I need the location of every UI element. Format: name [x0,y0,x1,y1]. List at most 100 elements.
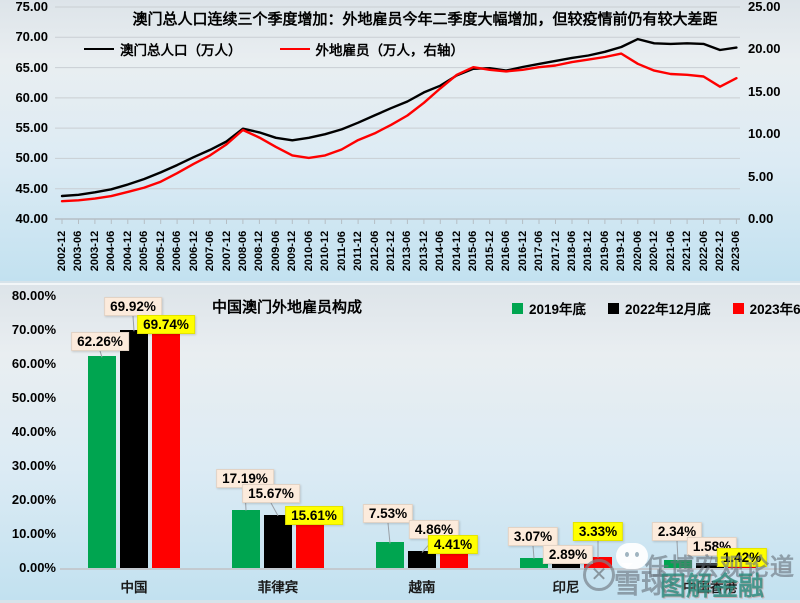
x-axis-tick-label: 2005-12 [154,230,167,272]
x-axis-tick-label: 2004-06 [105,230,118,272]
left-axis-tick-label: 65.00 [15,59,48,75]
left-axis-tick-label: 70.00 [15,29,48,45]
bar-越南-2019年底 [376,542,404,568]
bottom-y-tick-label: 10.00% [11,526,56,541]
x-axis-tick-label: 2018-12 [582,230,595,272]
right-axis-tick-label: 25.00 [748,0,781,14]
top-chart-legend: 澳门总人口（万人） 外地雇员（万人，右轴） [84,39,464,59]
callout-leader [387,522,391,544]
bottom-chart-legend: 2019年底 2022年12月底 2023年6月底 [512,298,800,318]
foreign-employees-line-sample [279,48,310,50]
wechat-icon-eye [635,552,639,557]
legend-item-2023-06: 2023年6月底 [732,298,800,318]
top-chart-panel: 澳门总人口连续三个季度增加：外地雇员今年二季度大幅增加，但较疫情前仍有较大差距 … [0,0,800,281]
population-line-sample [84,48,114,50]
left-axis-tick-label: 75.00 [15,0,48,14]
left-axis-tick-label: 60.00 [15,89,48,105]
population-line [60,37,738,198]
x-axis-tick-label: 2015-06 [467,230,480,272]
x-axis-tick-label: 2009-06 [269,230,282,272]
x-axis-tick-label: 2002-12 [56,230,68,272]
x-axis-tick-label: 2013-06 [401,230,414,272]
bottom-y-tick-label: 20.00% [11,492,56,507]
bar-越南-2022年12月底 [408,551,436,568]
category-label-越南: 越南 [408,580,436,595]
bar-value-label: 15.67% [242,484,300,503]
x-axis-tick-label: 2008-06 [236,230,249,272]
x-axis-tick-label: 2012-12 [385,230,397,272]
bar-value-label: 3.07% [507,527,559,546]
x-axis-tick-label: 2021-06 [664,230,677,272]
x-axis-tick-label: 2021-12 [681,230,694,272]
x-axis-tick-label: 2022-06 [697,230,710,272]
top-chart-title: 澳门总人口连续三个季度增加：外地雇员今年二季度大幅增加，但较疫情前仍有较大差距 [132,11,718,28]
x-axis-tick-label: 2023-06 [730,230,743,272]
x-axis-tick-label: 2010-12 [319,230,332,272]
x-axis-tick-label: 2014-12 [450,230,463,272]
legend-label: 2023年6月底 [749,302,800,317]
foreign-employees-line [60,52,738,203]
x-axis-tick-label: 2018-06 [565,230,578,272]
legend-item-2022-12: 2022年12月底 [608,298,711,318]
legend-item-population: 澳门总人口（万人） [84,39,242,59]
bar-越南-2023年6月底 [440,553,468,568]
bottom-y-tick-label: 70.00% [11,322,56,337]
category-label-中国香港: 中国香港 [683,580,737,595]
x-axis-tick-label: 2015-12 [483,230,496,272]
bar-中国香港-2019年底 [664,560,692,568]
bottom-chart-title: 中国澳门外地雇员构成 [212,299,363,316]
x-axis-tick-label: 2020-12 [648,230,661,272]
bar-value-label: 69.92% [104,297,162,316]
legend-label-foreign-employees: 外地雇员（万人，右轴） [315,43,465,58]
bottom-chart-panel: 中国澳门外地雇员构成 2019年底 2022年12月底 2023年6月底 0.00%… [0,283,800,601]
x-axis-tick-label: 2009-12 [286,230,299,272]
x-axis-tick-label: 2011-12 [352,231,365,271]
legend-label: 2019年底 [529,302,587,317]
left-axis-tick-label: 50.00 [15,150,48,166]
legend-item-foreign-employees: 外地雇员（万人，右轴） [279,39,465,59]
legend-swatch [732,302,744,314]
x-axis-tick-label: 2017-06 [533,230,546,272]
xueqiu-logo-icon: ✕ [583,559,615,591]
wechat-icon [616,543,648,569]
x-axis-tick-label: 2007-12 [220,230,233,272]
bar-中国香港-2022年12月底 [696,562,724,568]
bar-value-label: 7.53% [362,504,414,523]
legend-label-population: 澳门总人口（万人） [120,43,242,58]
callout-leader [132,315,135,332]
bar-value-label: 15.61% [285,506,343,525]
x-axis-tick-label: 2019-12 [615,230,628,272]
legend-label: 2022年12月底 [625,302,711,317]
right-axis-tick-label: 5.00 [748,168,774,184]
bar-value-label: 2.89% [542,545,594,564]
bottom-y-tick-label: 50.00% [11,390,56,405]
x-axis-tick-label: 2010-06 [302,230,315,272]
legend-item-2019: 2019年底 [512,298,586,318]
bar-value-label: 69.74% [137,315,195,334]
x-axis-tick-label: 2007-06 [204,230,217,272]
x-axis-tick-label: 2003-12 [88,230,101,272]
bar-印尼-2019年底 [520,557,548,568]
x-axis-tick-label: 2016-06 [500,230,513,272]
x-axis-tick-label: 2011-06 [335,231,348,271]
bar-value-label: 2.34% [651,522,703,541]
bar-value-label: 3.33% [572,522,624,541]
x-axis-tick-label: 2005-06 [138,230,151,272]
x-axis-tick-label: 2022-12 [714,230,726,272]
x-axis-tick-label: 2004-12 [121,230,134,272]
left-axis-tick-label: 55.00 [15,120,48,136]
bar-value-label: 4.41% [427,535,479,554]
bar-value-label: 62.26% [71,332,129,351]
bottom-y-tick-label: 30.00% [11,458,56,473]
bottom-y-tick-label: 40.00% [11,424,56,439]
x-axis-tick-label: 2019-06 [598,230,611,272]
legend-swatch [512,302,523,314]
x-axis-tick-label: 2012-06 [368,230,381,272]
bar-value-label: 4.86% [408,520,460,539]
x-axis-tick-label: 2014-06 [434,230,447,272]
callout-leader [676,540,679,562]
bar-中国-2022年12月底 [120,330,148,568]
category-label-菲律宾: 菲律宾 [257,580,299,595]
x-axis-tick-label: 2020-06 [631,230,644,272]
